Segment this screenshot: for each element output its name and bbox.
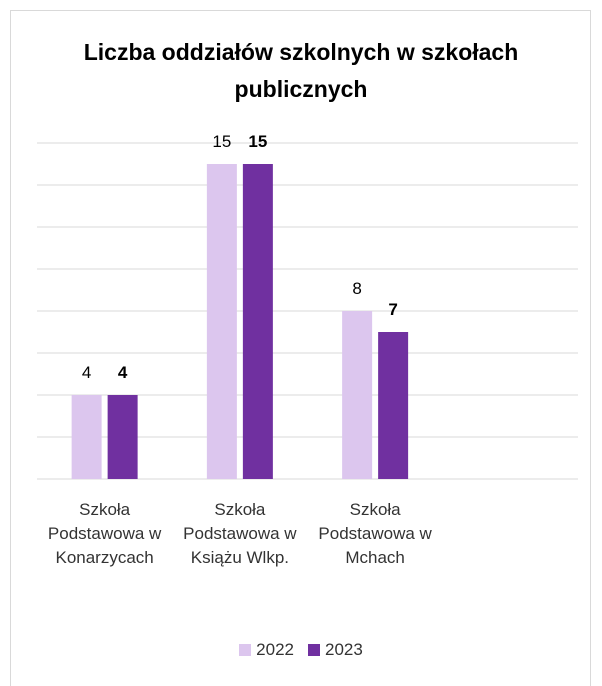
value-label: 15 — [248, 132, 268, 151]
x-tick-label: Szkoła Podstawowa w Konarzycach — [47, 500, 162, 567]
value-label: 4 — [117, 363, 128, 382]
legend: 2022 2023 — [0, 640, 602, 660]
bar — [342, 311, 373, 479]
legend-swatch — [239, 644, 252, 656]
x-tick-label: Szkoła Podstawowa w Mchach — [318, 500, 432, 567]
bar — [71, 395, 102, 479]
legend-label: 2023 — [325, 640, 363, 659]
value-label: 7 — [388, 300, 398, 319]
chart-title: Liczba oddziałów szkolnych w szkołach pu… — [83, 39, 519, 102]
value-label: 8 — [352, 279, 362, 298]
bar — [378, 332, 409, 479]
bar — [206, 164, 237, 479]
x-tick-label: Szkoła Podstawowa w Książu Wlkp. — [183, 500, 297, 567]
legend-swatch — [308, 644, 320, 656]
value-label: 15 — [212, 132, 232, 151]
bar — [107, 395, 138, 479]
legend-label: 2022 — [256, 640, 294, 659]
chart-frame — [10, 10, 591, 686]
legend-item: 2023 — [308, 640, 363, 660]
value-label: 4 — [81, 363, 92, 382]
legend-item: 2022 — [239, 640, 294, 660]
bar — [242, 164, 273, 479]
